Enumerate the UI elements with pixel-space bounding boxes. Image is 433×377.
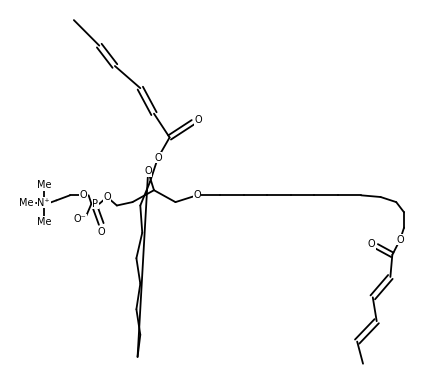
Text: O⁻: O⁻ [73,214,86,224]
Text: O: O [144,167,152,176]
Text: O: O [368,239,375,249]
Text: Me: Me [36,180,51,190]
Text: O: O [97,227,105,237]
Text: O: O [154,153,162,163]
Text: Me: Me [36,217,51,227]
Text: O: O [193,190,201,200]
Text: O: O [103,192,111,202]
Text: Me: Me [19,198,33,208]
Text: P: P [92,199,98,209]
Text: N⁺: N⁺ [38,198,50,208]
Text: O: O [80,190,87,200]
Text: O: O [396,234,404,245]
Text: O: O [194,115,202,125]
